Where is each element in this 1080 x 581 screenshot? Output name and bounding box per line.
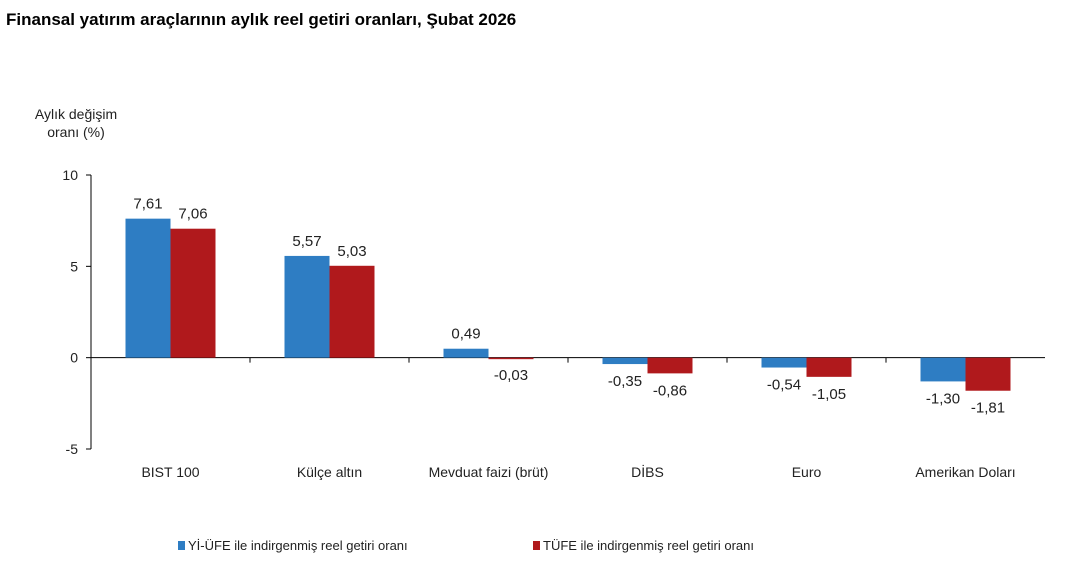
data-label: -0,35 <box>608 373 642 390</box>
bar-yiufe <box>602 357 648 365</box>
bar-yiufe <box>125 218 171 358</box>
data-label: -1,81 <box>971 400 1005 417</box>
y-tick-label: 5 <box>70 258 78 274</box>
x-tick-label: BIST 100 <box>141 464 199 480</box>
bar-yiufe <box>761 357 807 368</box>
y-axis-label: oranı (%) <box>47 124 105 140</box>
y-tick-label: 10 <box>62 167 78 183</box>
chart-title: Finansal yatırım araçlarının aylık reel … <box>6 10 517 29</box>
data-label: -0,03 <box>494 367 528 384</box>
legend-swatch <box>178 541 185 550</box>
bar-yiufe <box>284 255 330 358</box>
data-label: 7,06 <box>178 206 207 223</box>
bar-yiufe <box>443 348 489 358</box>
data-label: 7,61 <box>133 196 162 213</box>
x-tick-label: Amerikan Doları <box>915 464 1015 480</box>
data-label: 5,57 <box>292 233 321 250</box>
legend-label: Yİ-ÜFE ile indirgenmiş reel getiri oranı <box>188 538 408 553</box>
data-label: -1,30 <box>926 390 960 407</box>
bar-tufe <box>329 265 375 358</box>
x-tick-label: DİBS <box>631 463 664 480</box>
x-tick-label: Külçe altın <box>297 464 362 480</box>
x-tick-label: Mevduat faizi (brüt) <box>429 464 549 480</box>
bar-tufe <box>806 357 852 377</box>
x-tick-label: Euro <box>792 464 822 480</box>
bar-yiufe <box>920 357 966 382</box>
data-label: -1,05 <box>812 386 846 403</box>
legend-swatch <box>533 541 540 550</box>
y-tick-label: 0 <box>70 350 78 366</box>
bar-tufe <box>965 357 1011 391</box>
y-tick-label: -5 <box>66 441 79 457</box>
data-label: -0,54 <box>767 377 801 394</box>
data-label: -0,86 <box>653 382 687 399</box>
bar-tufe <box>647 357 693 374</box>
legend-label: TÜFE ile indirgenmiş reel getiri oranı <box>543 538 754 553</box>
data-label: 0,49 <box>451 326 480 343</box>
bar-tufe <box>170 228 216 358</box>
bar-tufe <box>488 357 534 360</box>
y-axis-label: Aylık değişim <box>35 106 117 122</box>
data-label: 5,03 <box>337 243 366 260</box>
